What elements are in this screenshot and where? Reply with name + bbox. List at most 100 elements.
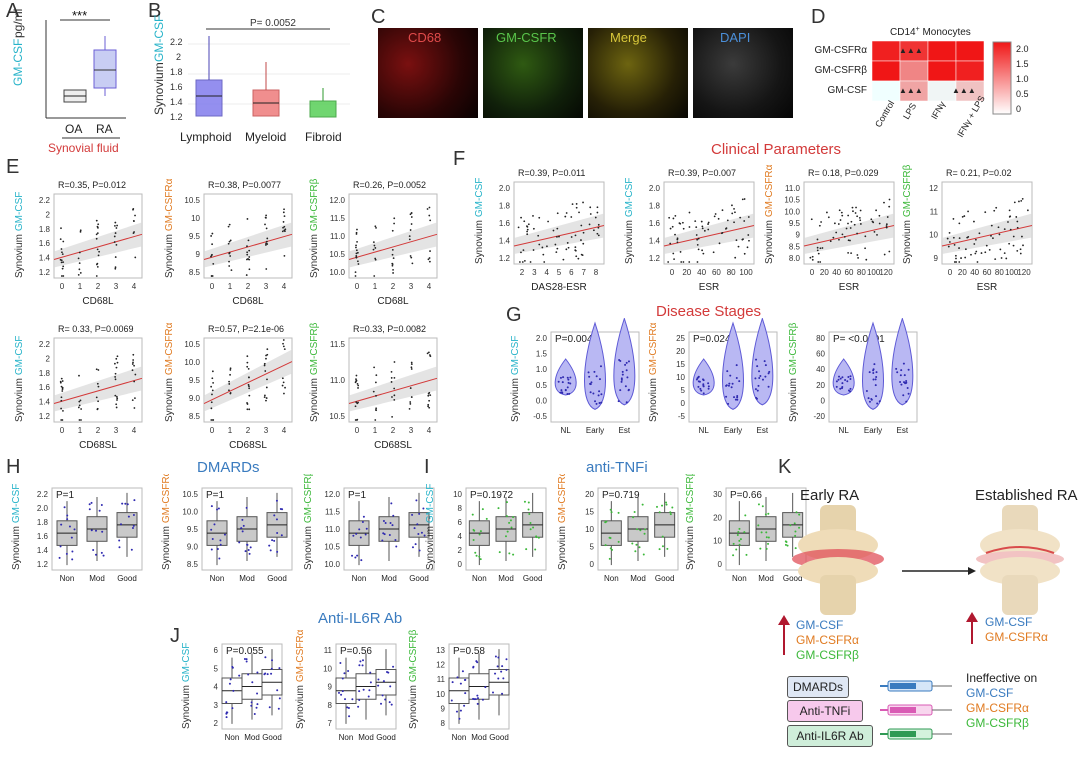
k-ineffective-block: Ineffective on GM-CSF GM-CSFRα GM-CSFRβ — [966, 671, 1037, 731]
data-point — [132, 361, 134, 364]
data-point — [464, 678, 467, 681]
data-point — [864, 235, 867, 238]
data-point — [245, 658, 248, 661]
data-point — [961, 215, 964, 218]
data-point — [669, 511, 672, 514]
data-point — [735, 239, 738, 242]
d-row-label: GM-CSFRβ — [815, 65, 868, 76]
violin-ytick: 5 — [681, 386, 686, 395]
data-point — [990, 234, 992, 237]
data-point — [380, 702, 383, 705]
data-point — [284, 228, 287, 231]
box-ytick: 12.0 — [324, 490, 340, 499]
data-point — [395, 545, 398, 548]
data-point — [281, 377, 284, 380]
data-point — [427, 351, 430, 354]
data-point — [476, 702, 479, 705]
violin-ytick: 20 — [676, 347, 685, 356]
box-pval: P=0.1972 — [470, 490, 514, 501]
data-point — [427, 405, 429, 408]
scatter-xtick: 3 — [264, 426, 269, 435]
data-point — [373, 275, 376, 277]
data-point — [538, 216, 541, 219]
data-point — [472, 697, 475, 700]
data-point — [743, 220, 746, 222]
data-point — [410, 368, 413, 370]
d-marker: ▲▲▲ — [899, 46, 923, 55]
scatter-ytick: 10.0 — [184, 358, 200, 367]
box-ylabel-prefix: Synovium — [303, 526, 314, 570]
box-ytick: 15 — [585, 508, 594, 517]
data-point — [245, 258, 248, 261]
k-est-gene: GM-CSFRα — [985, 630, 1048, 644]
data-point — [767, 512, 770, 515]
data-point — [537, 234, 540, 237]
data-point — [375, 394, 377, 397]
data-point — [61, 390, 64, 392]
confidence-band — [54, 222, 142, 268]
data-point — [114, 224, 116, 227]
data-point — [697, 385, 700, 388]
data-point — [60, 419, 63, 421]
section-title-clinical: Clinical Parameters — [711, 141, 842, 158]
box-xtick: Mod — [498, 574, 514, 583]
data-point — [682, 261, 685, 263]
data-point — [343, 672, 346, 675]
data-point — [994, 258, 997, 261]
data-point — [491, 691, 494, 694]
data-point — [566, 386, 569, 389]
scatter-xtick: 60 — [712, 268, 721, 277]
k-early-gene: GM-CSFRβ — [796, 648, 859, 662]
box-ytick: 1.4 — [37, 546, 49, 555]
data-point — [428, 260, 431, 263]
data-point — [414, 543, 417, 546]
box-ylabel-gene: GM-CSFRα — [161, 474, 172, 523]
b-ytick: 2 — [176, 52, 181, 62]
box-ylabel: Synovium GM-CSFRα — [295, 630, 306, 729]
data-point — [745, 553, 748, 556]
scatter-xtick: 1 — [78, 282, 83, 291]
data-point — [391, 248, 394, 251]
data-point — [905, 381, 908, 384]
data-point — [696, 238, 699, 241]
data-point — [410, 216, 413, 218]
data-point — [248, 408, 251, 411]
data-point — [639, 529, 642, 532]
confidence-band — [349, 366, 437, 412]
data-point — [248, 387, 251, 390]
scatter-ytick: 1.2 — [39, 412, 51, 421]
data-point — [243, 657, 246, 660]
data-point — [571, 203, 574, 205]
data-point — [476, 661, 479, 664]
data-point — [847, 214, 850, 217]
data-point — [375, 408, 377, 411]
data-point — [210, 275, 213, 277]
data-point — [231, 707, 234, 710]
box-xtick: Mod — [471, 733, 487, 742]
data-point — [116, 355, 119, 358]
data-point — [354, 405, 357, 408]
data-point — [738, 380, 741, 383]
data-point — [837, 378, 840, 381]
data-point — [620, 380, 623, 383]
k-drug-anti-il6r: Anti-IL6R Ab — [787, 725, 873, 747]
data-point — [263, 396, 266, 399]
data-point — [588, 223, 591, 226]
data-point — [835, 380, 838, 383]
data-point — [730, 386, 733, 389]
scatter-xtick: 3 — [114, 282, 119, 291]
scatter-plot: R=0.39, P=0.011 Synovium GM-CSF 2.0 1.8 1.6 1.… — [474, 168, 605, 293]
data-point — [485, 517, 488, 520]
scatter-ylabel: Synovium GM-CSF — [474, 178, 485, 264]
data-point — [849, 239, 851, 242]
data-point — [526, 233, 529, 236]
data-point — [714, 213, 717, 215]
violin-ytick: 20 — [816, 381, 825, 390]
data-point — [574, 234, 577, 237]
data-point — [264, 394, 266, 397]
box-xtick: Good — [783, 574, 803, 583]
data-point — [283, 225, 286, 228]
data-point — [100, 551, 103, 554]
data-point — [564, 215, 567, 218]
data-point — [60, 396, 63, 399]
